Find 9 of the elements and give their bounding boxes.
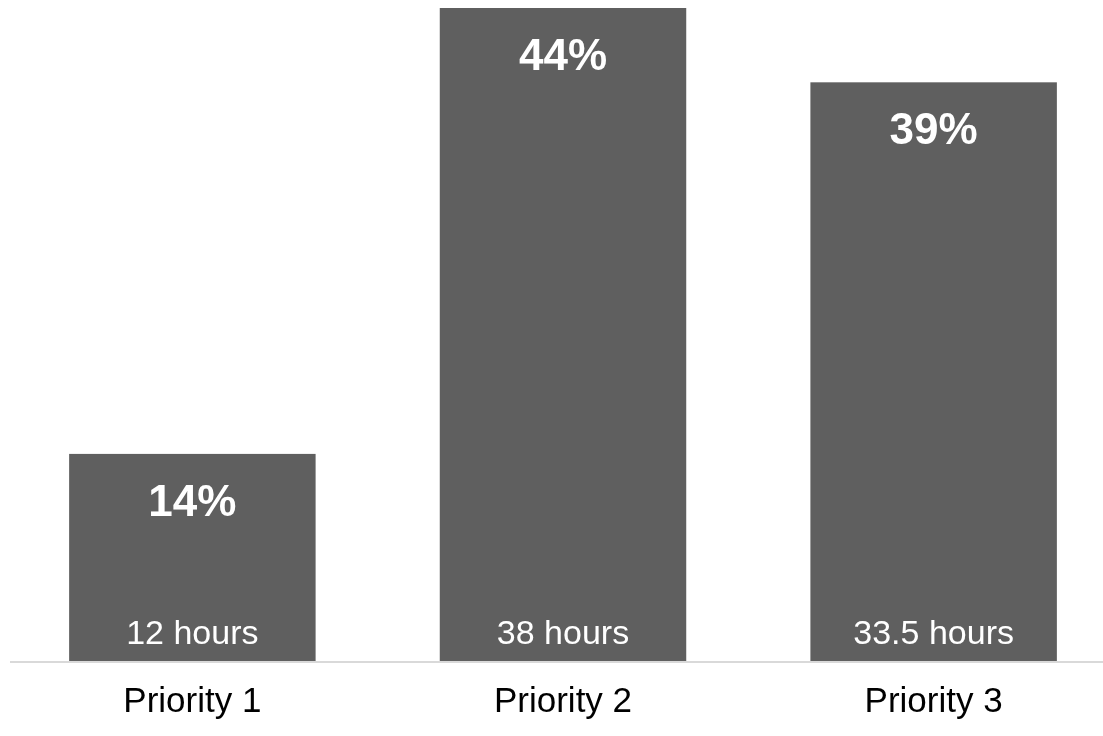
data-label: 14% [148, 475, 237, 525]
annotation: 12 hours [126, 613, 259, 651]
x-tick-label: Priority 1 [123, 680, 262, 719]
x-tick-label: Priority 3 [864, 680, 1003, 719]
data-label: 39% [889, 104, 978, 154]
annotation: 38 hours [496, 613, 630, 651]
annotation: 33.5 hours [853, 613, 1014, 651]
data-label: 44% [518, 30, 608, 79]
x-tick-label: Priority 2 [493, 680, 633, 719]
